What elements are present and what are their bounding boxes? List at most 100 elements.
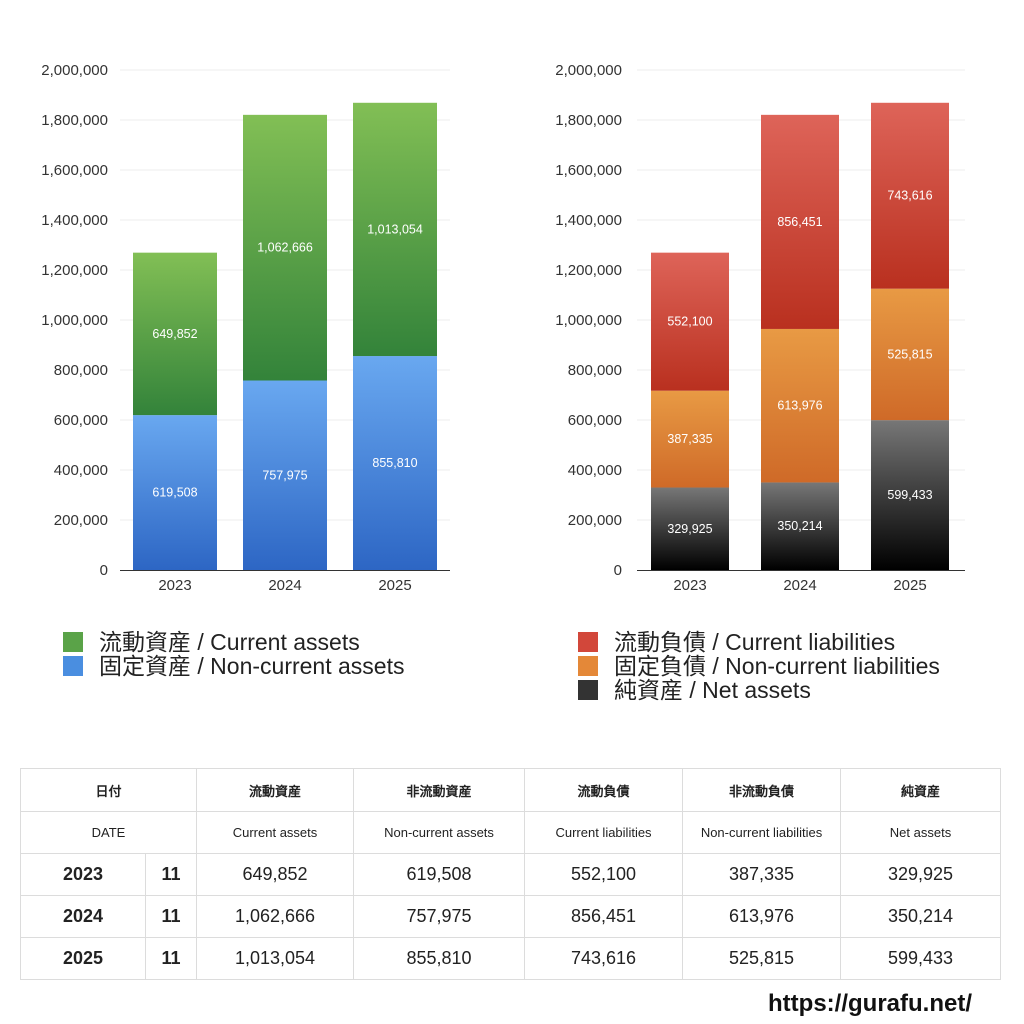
legend-swatch-current-assets: [63, 632, 83, 652]
charts-canvas: 0 200,000 400,000 600,000 800,000 1,000,000 1,…: [41, 62, 965, 594]
legend-swatch-current-liabilities: [578, 632, 598, 652]
cell-non-current-liabilities: 525,815: [682, 937, 842, 980]
data-label-net-assets-2023: 329,925: [667, 522, 712, 536]
legend-swatch-non-current-assets: [63, 656, 83, 676]
row-month: 11: [144, 853, 198, 896]
cell-net-assets: 599,433: [840, 937, 1002, 980]
legend-item-non-current-liabilities: 固定負債 / Non-current liabilities: [578, 654, 940, 678]
cell-non-current-assets: 619,508: [353, 853, 526, 896]
row-year: 2025: [20, 937, 146, 980]
y-tick-label: 2,000,000: [555, 62, 622, 79]
row-year: 2024: [20, 895, 146, 938]
cell-non-current-assets: 757,975: [353, 895, 526, 938]
y-tick-label: 600,000: [54, 412, 108, 429]
data-label-net-assets-2024: 350,214: [777, 519, 822, 533]
data-label-net-assets-2025: 599,433: [887, 488, 932, 502]
y-tick-label: 1,200,000: [41, 262, 108, 279]
bar-net-assets-2025: [871, 420, 949, 570]
legend-item-non-current-assets: 固定資産 / Non-current assets: [63, 654, 404, 678]
table-row: 2023 11 649,852 619,508 552,100 387,335 …: [20, 853, 1002, 896]
header-jp-current-liabilities: 流動負債: [524, 768, 684, 812]
legend-label-non-current-liabilities: 固定負債 / Non-current liabilities: [614, 653, 940, 679]
x-tick-label: 2023: [673, 577, 706, 594]
header-en-current-assets: Current assets: [196, 811, 355, 854]
bar-non-current-assets-2025: [353, 356, 437, 570]
data-label-current-assets-2024: 1,062,666: [257, 241, 313, 255]
bar-non-current-liabilities-2025: [871, 288, 949, 421]
header-jp-date: 日付: [19, 768, 198, 812]
y-tick-label: 600,000: [568, 412, 622, 429]
cell-net-assets: 350,214: [840, 895, 1002, 938]
cell-current-liabilities: 856,451: [524, 895, 684, 938]
header-jp-current-assets: 流動資産: [196, 768, 355, 812]
cell-net-assets: 329,925: [840, 853, 1002, 896]
data-label-non-current-assets-2023: 619,508: [152, 486, 197, 500]
data-label-non-current-assets-2024: 757,975: [262, 468, 307, 482]
row-month: 11: [144, 895, 198, 938]
table-header-en-row: DATE Current assets Non-current assets C…: [19, 811, 1002, 854]
header-en-non-current-assets: Non-current assets: [353, 811, 526, 854]
legend-item-net-assets: 純資産 / Net assets: [578, 678, 940, 702]
legend-label-current-liabilities: 流動負債 / Current liabilities: [614, 629, 896, 655]
cell-non-current-assets: 855,810: [353, 937, 526, 980]
cell-current-assets: 1,013,054: [196, 937, 355, 980]
assets-chart: 0 200,000 400,000 600,000 800,000 1,000,000 1,…: [41, 62, 450, 594]
data-label-non-current-liabilities-2025: 525,815: [887, 347, 932, 361]
bar-non-current-assets-2023: [133, 415, 217, 570]
assets-legend: 流動資産 / Current assets 固定資産 / Non-current…: [63, 630, 404, 678]
y-tick-label: 1,200,000: [555, 262, 622, 279]
header-jp-non-current-assets: 非流動資産: [353, 768, 526, 812]
legend-item-current-assets: 流動資産 / Current assets: [63, 630, 404, 654]
table-header-jp-row: 日付 流動資産 非流動資産 流動負債 非流動負債 純資産: [19, 768, 1002, 812]
cell-current-liabilities: 552,100: [524, 853, 684, 896]
y-tick-label: 0: [614, 562, 622, 579]
bar-current-liabilities-2025: [871, 102, 949, 289]
bar-non-current-assets-2024: [243, 380, 327, 570]
y-tick-label: 1,800,000: [41, 112, 108, 129]
y-tick-label: 2,000,000: [41, 62, 108, 79]
bar-current-liabilities-2024: [761, 114, 839, 329]
y-tick-label: 1,800,000: [555, 112, 622, 129]
y-tick-label: 1,400,000: [555, 212, 622, 229]
data-label-current-liabilities-2024: 856,451: [777, 215, 822, 229]
bar-net-assets-2024: [761, 482, 839, 570]
x-tick-label: 2024: [783, 577, 816, 594]
y-tick-label: 400,000: [54, 462, 108, 479]
cell-non-current-liabilities: 613,976: [682, 895, 842, 938]
liabilities-legend: 流動負債 / Current liabilities 固定負債 / Non-cu…: [578, 630, 940, 702]
x-tick-label: 2025: [893, 577, 926, 594]
legend-label-current-assets: 流動資産 / Current assets: [99, 629, 360, 655]
source-link[interactable]: https://gurafu.net/: [768, 990, 972, 1017]
data-label-current-assets-2025: 1,013,054: [367, 222, 423, 236]
x-tick-label: 2024: [268, 577, 301, 594]
header-jp-non-current-liabilities: 非流動負債: [682, 768, 842, 812]
y-tick-label: 800,000: [568, 362, 622, 379]
header-en-non-current-liabilities: Non-current liabilities: [682, 811, 842, 854]
y-tick-label: 1,600,000: [41, 162, 108, 179]
data-label-non-current-liabilities-2023: 387,335: [667, 432, 712, 446]
y-tick-label: 800,000: [54, 362, 108, 379]
x-tick-label: 2023: [158, 577, 191, 594]
y-tick-label: 1,400,000: [41, 212, 108, 229]
y-tick-label: 1,000,000: [41, 312, 108, 329]
cell-non-current-liabilities: 387,335: [682, 853, 842, 896]
balance-sheet-table: 日付 流動資産 非流動資産 流動負債 非流動負債 純資産 DATE Curren…: [19, 768, 1002, 980]
bar-non-current-liabilities-2023: [651, 390, 729, 488]
bar-net-assets-2023: [651, 487, 729, 570]
data-label-current-liabilities-2025: 743,616: [887, 189, 932, 203]
bar-current-assets-2025: [353, 102, 437, 357]
data-label-non-current-assets-2025: 855,810: [372, 456, 417, 470]
y-tick-label: 0: [100, 562, 108, 579]
header-jp-net-assets: 純資産: [840, 768, 1002, 812]
table-row: 2024 11 1,062,666 757,975 856,451 613,97…: [20, 895, 1002, 938]
data-label-current-liabilities-2023: 552,100: [667, 315, 712, 329]
y-tick-label: 400,000: [568, 462, 622, 479]
legend-item-current-liabilities: 流動負債 / Current liabilities: [578, 630, 940, 654]
bar-current-assets-2023: [133, 252, 217, 416]
legend-label-non-current-assets: 固定資産 / Non-current assets: [99, 653, 405, 679]
data-label-current-assets-2023: 649,852: [152, 327, 197, 341]
x-tick-label: 2025: [378, 577, 411, 594]
cell-current-assets: 649,852: [196, 853, 355, 896]
header-en-net-assets: Net assets: [840, 811, 1002, 854]
row-month: 11: [144, 937, 198, 980]
